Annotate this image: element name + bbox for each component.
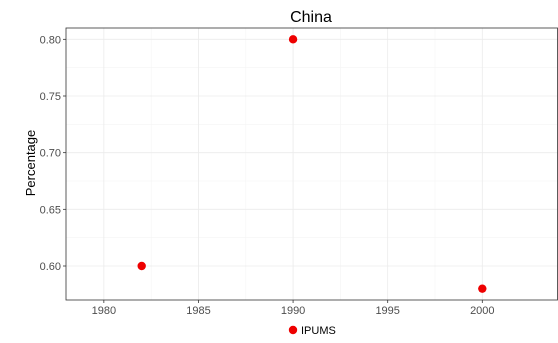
data-point (137, 261, 146, 271)
chart-title: China (290, 9, 332, 26)
y-tick-label: 0.70 (40, 148, 61, 160)
y-tick-label: 0.65 (40, 204, 61, 216)
legend-label: IPUMS (301, 325, 336, 337)
data-point (288, 35, 298, 44)
x-tick-label: 1995 (375, 305, 399, 317)
y-tick-label: 0.60 (40, 261, 61, 273)
legend-key (288, 325, 298, 335)
x-tick-label: 1990 (281, 305, 305, 317)
x-tick-label: 2000 (470, 305, 494, 317)
data-points (137, 35, 487, 293)
y-tick-label: 0.75 (40, 91, 61, 103)
y-axis-title: Percentage (23, 130, 38, 197)
x-axis: 1980 1985 1990 1995 2000 (92, 300, 495, 317)
grid-major (66, 28, 558, 300)
y-axis: 0.60 0.65 0.70 0.75 0.80 (40, 34, 66, 273)
plot-panel-border (65, 27, 558, 301)
data-point (478, 284, 487, 293)
grid-minor (66, 28, 558, 300)
y-tick-label: 0.80 (40, 34, 61, 46)
legend: IPUMS (288, 325, 336, 337)
x-tick-label: 1980 (92, 305, 116, 317)
x-tick-label: 1985 (186, 305, 210, 317)
